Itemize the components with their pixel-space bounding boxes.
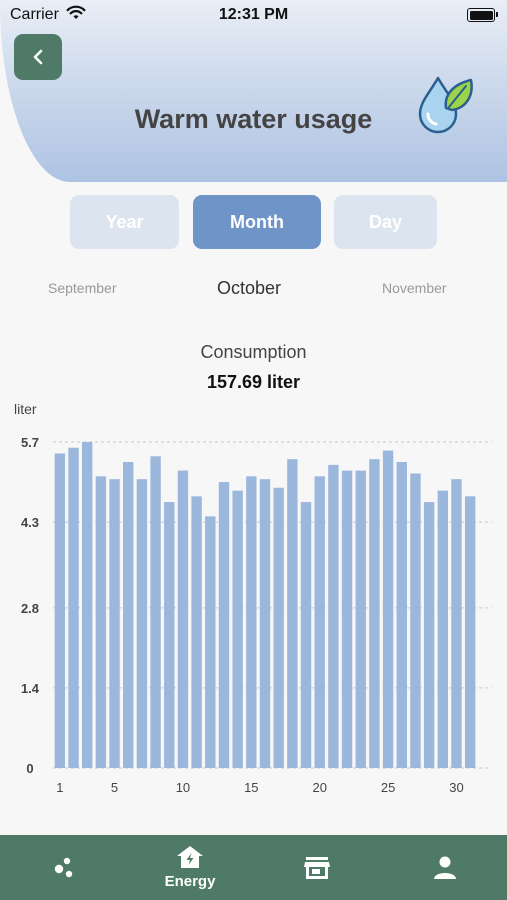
bar-day-28[interactable]	[423, 502, 435, 768]
tab-year[interactable]: Year	[70, 195, 179, 249]
chevron-left-icon	[33, 49, 43, 65]
x-tick-label: 10	[176, 780, 190, 795]
bar-day-12[interactable]	[205, 516, 216, 768]
x-tick-label: 5	[111, 780, 118, 795]
bar-day-1[interactable]	[54, 453, 66, 768]
consumption-label: Consumption	[200, 342, 307, 362]
nav-item-energy[interactable]: Energy	[150, 835, 230, 900]
water-drop-leaf-icon	[418, 76, 473, 134]
bar-day-8[interactable]	[150, 456, 161, 768]
bar-day-22[interactable]	[341, 470, 353, 768]
y-tick-label: 0	[26, 761, 33, 776]
x-tick-label: 25	[381, 780, 395, 795]
nav-item-store[interactable]	[300, 835, 334, 900]
bar-day-30[interactable]	[451, 479, 462, 768]
x-tick-label: 15	[244, 780, 258, 795]
bottom-navigation: Energy	[0, 835, 507, 900]
dots-icon	[54, 857, 73, 877]
y-tick-label: 5.7	[21, 435, 39, 450]
status-bar: Carrier 12:31 PM	[0, 0, 507, 30]
bar-day-2[interactable]	[68, 447, 79, 768]
previous-month[interactable]: September	[48, 280, 117, 296]
bar-day-29[interactable]	[437, 490, 449, 768]
header-background	[0, 0, 507, 182]
page-title: Warm water usage	[134, 104, 373, 134]
bar-day-19[interactable]	[300, 502, 312, 768]
bar-day-4[interactable]	[95, 476, 107, 768]
nav-label-energy: Energy	[164, 873, 216, 890]
bar-day-9[interactable]	[164, 502, 175, 768]
nav-item-profile[interactable]	[428, 835, 462, 900]
x-tick-label: 30	[449, 780, 463, 795]
month-selector: September October November	[0, 278, 507, 300]
y-tick-label: 2.8	[21, 601, 39, 616]
x-tick-label: 20	[312, 780, 326, 795]
bar-day-6[interactable]	[123, 462, 134, 768]
home-energy-icon	[177, 846, 203, 868]
bar-day-11[interactable]	[191, 496, 202, 768]
bar-day-3[interactable]	[81, 442, 93, 768]
bar-day-21[interactable]	[328, 464, 339, 768]
back-button[interactable]	[14, 34, 62, 80]
y-axis-unit-label: liter	[14, 401, 37, 417]
clock: 12:31 PM	[218, 6, 289, 23]
bar-day-31[interactable]	[464, 496, 476, 768]
bar-day-10[interactable]	[177, 470, 189, 768]
bar-day-18[interactable]	[287, 459, 298, 768]
consumption-value: 157.69 liter	[206, 372, 301, 392]
nav-item-overview[interactable]	[40, 835, 88, 900]
bar-day-13[interactable]	[218, 482, 230, 768]
battery-icon	[467, 8, 498, 22]
bar-day-7[interactable]	[136, 479, 148, 768]
user-icon	[434, 856, 456, 879]
bar-day-25[interactable]	[382, 450, 394, 768]
bar-day-24[interactable]	[369, 459, 380, 768]
bar-day-5[interactable]	[109, 479, 120, 768]
bar-day-27[interactable]	[410, 473, 421, 768]
y-tick-label: 1.4	[21, 681, 40, 696]
tab-month[interactable]: Month	[193, 195, 321, 249]
bar-day-20[interactable]	[314, 476, 325, 768]
tab-day[interactable]: Day	[334, 195, 437, 249]
current-month: October	[217, 278, 282, 298]
store-icon	[304, 856, 330, 879]
consumption-bar-chart: 01.42.84.35.71 5 10 15 20 25 30	[21, 435, 492, 795]
bar-day-26[interactable]	[396, 462, 407, 768]
bar-day-17[interactable]	[273, 487, 284, 768]
carrier-label: Carrier	[10, 6, 59, 23]
bar-day-14[interactable]	[232, 490, 243, 768]
bar-day-15[interactable]	[246, 476, 257, 768]
wifi-icon	[66, 5, 86, 19]
bar-day-16[interactable]	[259, 479, 271, 768]
y-tick-label: 4.3	[21, 515, 39, 530]
next-month[interactable]: November	[382, 280, 447, 296]
x-tick-label: 1	[56, 780, 63, 795]
bar-day-23[interactable]	[355, 470, 366, 768]
